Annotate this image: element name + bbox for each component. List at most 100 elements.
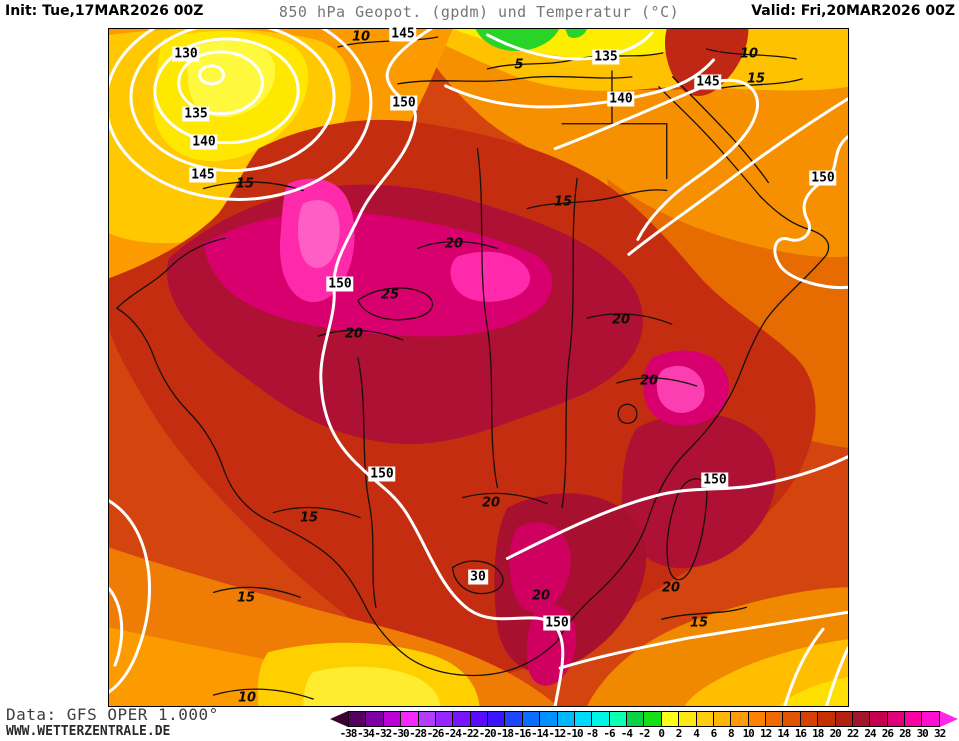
colorbar-cell xyxy=(904,712,922,726)
map-label-layer: 130 135 140 145 145 150 135 140 145 150 150 150 150 1… xyxy=(109,26,848,706)
colorbar-tick-label: 4 xyxy=(693,727,700,740)
colorbar-tick-label: 10 xyxy=(742,727,755,740)
colorbar-tick-label: 14 xyxy=(777,727,789,740)
colorbar-cell xyxy=(382,712,401,726)
colorbar-cell xyxy=(469,712,487,726)
colorbar-tick-label: -6 xyxy=(603,727,615,740)
website: WWW.WETTERZENTRALE.DE xyxy=(6,724,171,739)
colorbar-right-arrow xyxy=(940,711,958,727)
colorbar-cell xyxy=(504,712,522,726)
map-canvas xyxy=(109,29,848,706)
colorbar-tick-label: -38 xyxy=(339,727,358,740)
colorbar-cell xyxy=(452,712,470,726)
colorbar-tick-label: -8 xyxy=(585,727,598,740)
geopotential-label: 150 xyxy=(390,95,418,111)
colorbar-cell xyxy=(487,712,505,726)
colorbar-tick-label: 16 xyxy=(794,727,807,740)
colorbar-cell xyxy=(765,712,783,726)
colorbar-cell xyxy=(678,712,696,726)
colorbar-cell xyxy=(365,712,383,726)
colorbar-tick-label: -34 xyxy=(356,727,375,740)
geopotential-label: 130 xyxy=(172,46,200,62)
colorbar-tick-label: 28 xyxy=(899,727,911,740)
geopotential-label: 150 xyxy=(368,466,396,482)
colorbar-tick-label: -14 xyxy=(530,727,549,740)
colorbar-cells xyxy=(348,711,940,727)
colorbar-cell xyxy=(921,712,939,726)
colorbar-cell xyxy=(869,712,887,726)
colorbar-tick-label: 24 xyxy=(864,727,876,740)
colorbar-tick-label: -20 xyxy=(478,727,497,740)
colorbar-tick-label: 8 xyxy=(727,727,735,740)
colorbar-tick-label: -18 xyxy=(496,727,514,740)
temperature-label: 10 xyxy=(237,690,257,706)
temperature-label: 15 xyxy=(746,71,766,87)
colorbar-cell xyxy=(817,712,835,726)
valid-datetime: Valid: Fri,20MAR2026 00Z xyxy=(751,3,955,19)
colorbar-cell xyxy=(712,712,731,726)
colorbar-cell xyxy=(521,712,540,726)
colorbar-cell xyxy=(695,712,713,726)
temperature-label-boxed: 30 xyxy=(468,569,488,585)
colorbar-cell xyxy=(400,712,418,726)
geopotential-label: 145 xyxy=(389,26,417,42)
temperature-colorbar: -38 -34 -32 -30 -28 -26 -24 -22 -20 -18 -16 -14 -12-… xyxy=(330,711,958,741)
colorbar-tick-label: -32 xyxy=(374,727,392,740)
geopotential-label: 145 xyxy=(189,167,217,183)
geopotential-contour-layer xyxy=(109,29,848,706)
colorbar-cell xyxy=(799,712,818,726)
colorbar-left-arrow xyxy=(330,711,348,727)
temperature-label: 10 xyxy=(739,46,759,62)
colorbar-tick-label: -16 xyxy=(513,727,532,740)
geopotential-label: 135 xyxy=(592,49,620,65)
weather-map: 130 135 140 145 145 150 135 140 145 150 150 150 150 1… xyxy=(108,26,849,707)
temperature-label: 20 xyxy=(444,236,464,252)
colorbar-tick-label: -12 xyxy=(548,727,566,740)
colorbar-cell xyxy=(747,712,765,726)
colorbar-tick-label: 18 xyxy=(812,727,824,740)
colorbar-cell xyxy=(730,712,748,726)
colorbar-cell xyxy=(591,712,609,726)
data-source: Data: GFS OPER 1.000° xyxy=(6,705,219,724)
temperature-label: 25 xyxy=(380,287,400,303)
colorbar-tick-label: 22 xyxy=(846,727,859,740)
colorbar-cell xyxy=(782,712,800,726)
colorbar-tick-label: 26 xyxy=(881,727,894,740)
colorbar-tick-label: 20 xyxy=(829,727,842,740)
geopotential-label: 150 xyxy=(809,170,837,186)
colorbar-cell xyxy=(626,712,644,726)
geopotential-label: 145 xyxy=(694,74,722,90)
colorbar-cell xyxy=(417,712,435,726)
temperature-label: 20 xyxy=(639,373,659,389)
geopotential-label: 150 xyxy=(326,276,354,292)
temperature-label: 20 xyxy=(661,580,681,596)
temperature-label: 15 xyxy=(689,615,709,631)
colorbar-cell xyxy=(660,712,679,726)
colorbar-cell xyxy=(608,712,626,726)
colorbar-tick-label: -22 xyxy=(461,727,479,740)
colorbar-cell xyxy=(539,712,557,726)
temperature-label: 20 xyxy=(611,312,631,328)
temperature-label: 15 xyxy=(235,176,255,192)
temperature-label: 10 xyxy=(351,29,371,45)
temperature-label: 5 xyxy=(514,57,524,73)
colorbar-cell xyxy=(851,712,870,726)
colorbar-tick-label: 2 xyxy=(675,727,683,740)
colorbar-cell xyxy=(834,712,852,726)
colorbar-cell xyxy=(643,712,661,726)
init-datetime: Init: Tue,17MAR2026 00Z xyxy=(5,3,204,19)
colorbar-tick-label: 6 xyxy=(710,727,718,740)
colorbar-tick-label: -10 xyxy=(565,727,584,740)
colorbar-cell xyxy=(573,712,592,726)
temperature-label: 20 xyxy=(344,326,364,342)
temperature-label: 15 xyxy=(553,194,573,210)
colorbar-tick-label: -26 xyxy=(426,727,445,740)
geopotential-label: 140 xyxy=(190,134,218,150)
colorbar-tick-label: -28 xyxy=(409,727,427,740)
temperature-label: 20 xyxy=(531,588,551,604)
colorbar-tick-label: -24 xyxy=(443,727,462,740)
colorbar-tick-label: -2 xyxy=(638,727,650,740)
geopotential-label: 150 xyxy=(701,472,729,488)
colorbar-tick-label: -30 xyxy=(391,727,410,740)
temperature-label: 15 xyxy=(236,590,256,606)
